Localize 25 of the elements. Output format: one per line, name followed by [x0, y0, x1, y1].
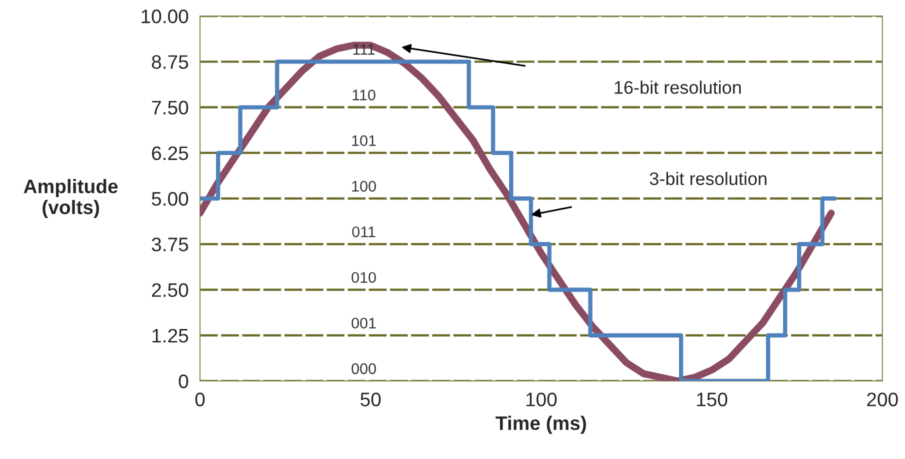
- x-tick-label: 100: [526, 392, 557, 406]
- y-axis-title: Amplitude (volts): [24, 178, 118, 218]
- annotation: 3-bit resolution: [650, 172, 766, 186]
- annotation: 000: [352, 363, 376, 374]
- annotation: 16-bit resolution: [614, 80, 741, 94]
- x-tick-label: 150: [697, 392, 728, 406]
- annotation: 100: [352, 180, 376, 192]
- y-tick-label: 10.00: [142, 10, 188, 24]
- y-tick-label: 0: [178, 374, 188, 388]
- y-tick-label: 6.25: [152, 146, 188, 160]
- x-tick-label: 0: [195, 392, 205, 406]
- y-tick-label: 7.50: [152, 100, 188, 115]
- y-tick-label: 1.25: [152, 328, 188, 343]
- x-axis-title: Time (ms): [496, 416, 586, 434]
- annotation: 110: [352, 90, 376, 100]
- y-tick-label: 8.75: [152, 55, 188, 69]
- annotation: 010: [352, 272, 376, 283]
- annotation: 001: [352, 318, 376, 329]
- x-tick-label: 50: [360, 392, 381, 406]
- y-tick-label: 5.00: [152, 192, 188, 206]
- annotation: 011: [352, 226, 376, 238]
- x-tick-label: 200: [867, 392, 898, 406]
- y-tick-label: 3.75: [152, 238, 188, 252]
- annotation: 101: [352, 135, 376, 146]
- y-tick-label: 2.50: [152, 283, 188, 297]
